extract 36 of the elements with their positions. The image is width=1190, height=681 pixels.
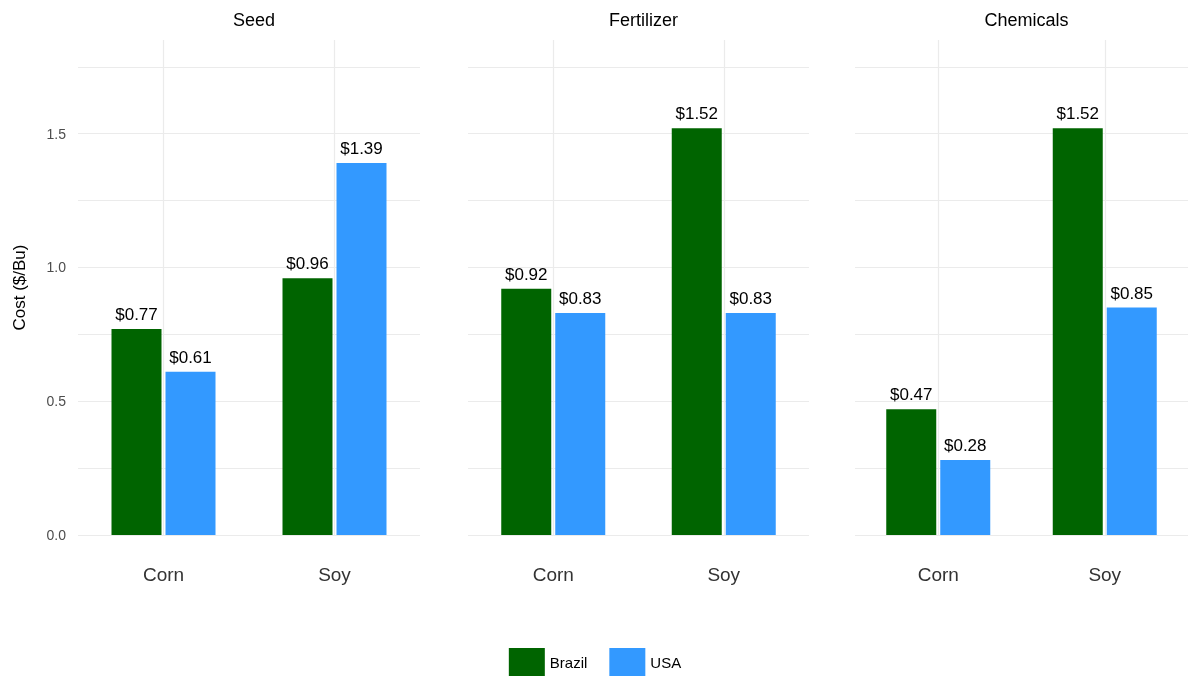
- data-label: $1.39: [340, 139, 383, 159]
- x-tick-label: Soy: [707, 564, 741, 585]
- bar: [111, 328, 162, 535]
- x-tick-label: Corn: [532, 564, 574, 585]
- data-label: $0.96: [286, 254, 329, 274]
- y-tick-label: 0.5: [46, 393, 67, 410]
- bar: [336, 163, 387, 535]
- bar: [886, 409, 937, 535]
- data-label: $1.52: [1056, 104, 1100, 124]
- chart-title: Chemicals: [984, 10, 1069, 30]
- x-tick-label: Soy: [318, 564, 352, 585]
- y-tick-label: 1.0: [46, 259, 67, 276]
- data-label: $0.47: [889, 385, 933, 405]
- bar: [1052, 128, 1103, 535]
- y-tick-label: 1.5: [46, 125, 67, 142]
- data-label: $0.28: [943, 436, 987, 456]
- data-label: $0.85: [1110, 283, 1154, 303]
- data-label: $0.83: [558, 288, 602, 308]
- x-tick-label: Corn: [917, 564, 959, 585]
- x-tick-label: Soy: [1088, 564, 1122, 585]
- chart-title: Fertilizer: [608, 10, 679, 30]
- bar: [940, 460, 991, 535]
- legend-label: Brazil: [549, 653, 588, 671]
- bar: [165, 371, 216, 535]
- x-tick-label: Corn: [142, 564, 185, 585]
- data-label: $0.83: [729, 288, 773, 308]
- data-label: $0.92: [504, 264, 548, 284]
- bar: [1106, 307, 1157, 535]
- legend-label: USA: [650, 653, 682, 671]
- bar: [282, 278, 333, 535]
- data-label: $0.61: [169, 347, 212, 367]
- data-label: $0.77: [115, 304, 158, 324]
- chart-title: Seed: [232, 10, 276, 30]
- y-axis-title: Cost ($/Bu): [10, 244, 29, 331]
- y-tick-label: 0.0: [46, 527, 67, 543]
- data-label: $1.52: [675, 104, 719, 124]
